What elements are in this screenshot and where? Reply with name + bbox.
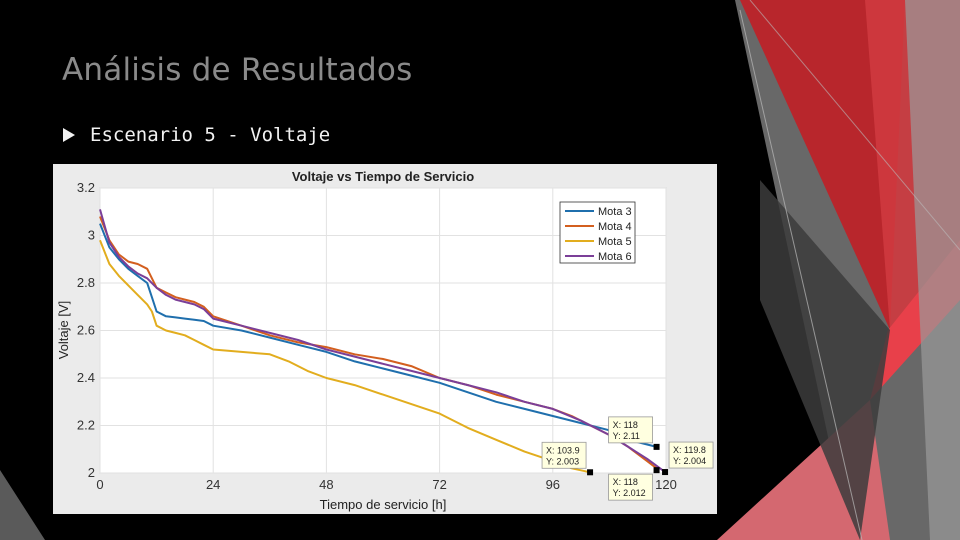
y-tick-label: 2.6 [77,323,95,338]
series-lines [99,209,666,474]
y-tick-label: 2 [88,465,95,480]
y-tick-label: 3 [88,228,95,243]
y-tick-label: 2.4 [77,370,95,385]
triangle-right-icon [63,128,75,142]
datatip-x-text: X: 118 [613,477,638,487]
x-tick-label: 48 [319,477,333,492]
datatip-box [608,473,653,501]
legend: Mota 3 Mota 4 Mota 5 Mota 6 [559,201,636,264]
x-tick-label: 96 [546,477,560,492]
y-tick-label: 2.8 [77,275,95,290]
datatip-x-text: X: 118 [613,420,638,430]
y-tick-label: 3.2 [77,180,95,195]
y-axis-label: Voltaje [V] [56,301,71,360]
series-line-mota-5 [99,239,591,474]
light-gray-shape [905,0,960,540]
grid-lines [99,187,667,474]
dark-red-shape [740,0,905,330]
datatip-y-text: Y: 2.012 [613,488,646,498]
x-tick-label: 120 [655,477,677,492]
datatip-x-text: X: 119.8 [673,445,706,455]
legend-label: Mota 4 [598,221,632,233]
bullet-item: Escenario 5 - Voltaje [62,124,330,146]
datatip-box [668,441,714,469]
datatip-y-text: Y: 2.11 [613,431,640,441]
datatip-x-text: X: 103.9 [546,445,580,455]
chart-title: Voltaje vs Tiempo de Servicio [292,169,474,184]
datatip: X: 103.9Y: 2.003 [541,441,587,469]
dark-gray-shape [760,180,890,540]
x-tick-label: 0 [96,477,103,492]
datatip-marker [653,443,660,450]
legend-label: Mota 6 [598,251,632,263]
datatip-marker [662,469,669,476]
legend-label: Mota 3 [598,206,632,218]
x-tick-label: 72 [432,477,446,492]
datatip-y-text: Y: 2.004 [673,456,706,466]
thin-line-2 [749,0,960,251]
series-line-mota-6 [99,209,666,473]
chart-frame: 0 24 48 72 96 120 2 2.2 2.4 2.6 2.8 3 3.2 X: 118 Y: 2… [53,164,717,514]
slide-title: Análisis de Resultados [62,52,413,88]
x-tick-label: 24 [206,477,220,492]
datatip-y-text: Y: 2.003 [546,456,579,466]
axis-ticks: 0 24 48 72 96 120 2 2.2 2.4 2.6 2.8 3 3.2 [77,180,677,492]
x-axis-label: Tiempo de servicio [h] [320,497,447,512]
y-tick-label: 2.2 [77,418,95,433]
datatip: X: 119.8Y: 2.004 [668,441,714,469]
datatip-marker [587,469,594,476]
datatip-markers [587,443,669,476]
datatip-box [608,416,653,444]
thin-line-1 [739,9,863,540]
legend-label: Mota 5 [598,236,632,248]
series-line-mota-3 [99,223,657,448]
datatip-box [541,441,587,469]
datatip-marker [653,467,660,474]
legend-box [559,201,636,264]
gray-sliver-shape [0,470,45,540]
bullet-text: Escenario 5 - Voltaje [90,124,331,146]
